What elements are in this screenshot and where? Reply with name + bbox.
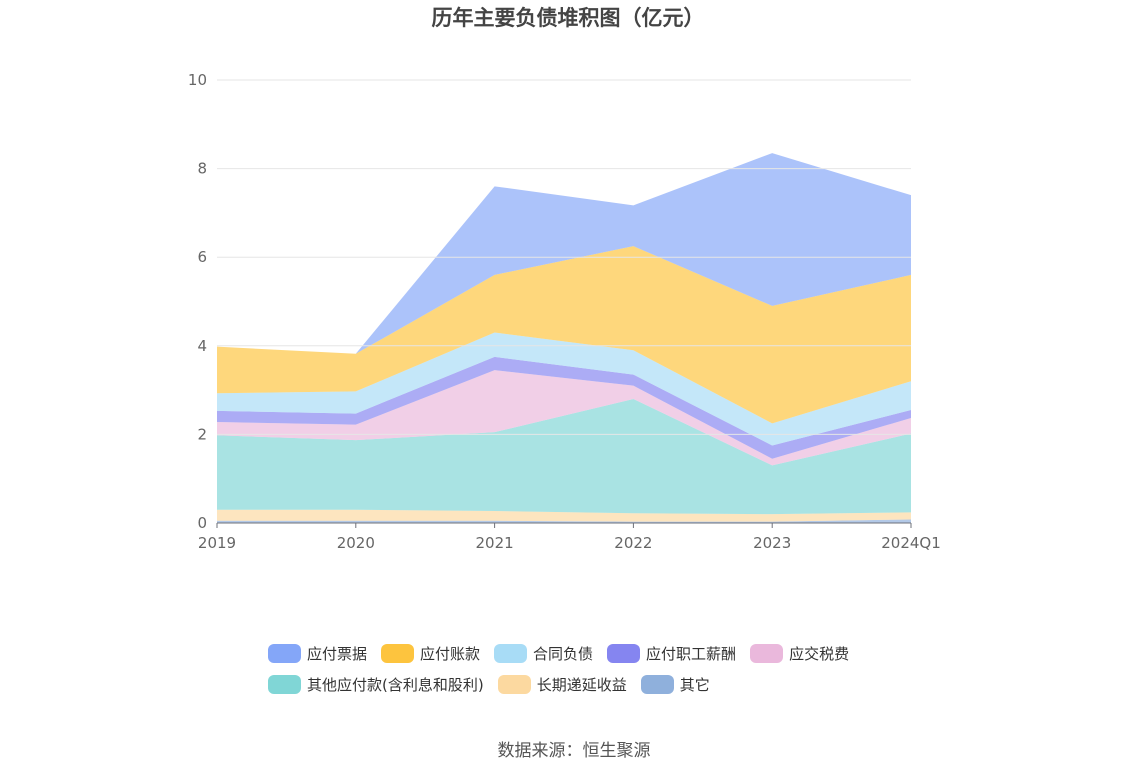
legend-item-contract-liabilities[interactable]: 合同负债	[494, 643, 593, 664]
legend-swatch	[268, 644, 301, 663]
area-合同负债	[217, 332, 911, 446]
legend-item-other-payables[interactable]: 其他应付款(含利息和股利)	[268, 674, 484, 695]
y-tick-label: 6	[197, 248, 207, 266]
legend-label: 其它	[679, 676, 710, 694]
area-长期递延收益	[217, 509, 911, 522]
legend-row-2: 其他应付款(含利息和股利) 长期递延收益 其它	[268, 669, 968, 700]
legend-swatch	[494, 644, 528, 663]
x-tick-label: 2021	[476, 534, 514, 552]
legend-swatch	[381, 644, 415, 663]
area-应交税费	[217, 370, 911, 466]
legend-item-others[interactable]: 其它	[640, 674, 710, 695]
y-tick-label: 2	[197, 425, 207, 443]
legend-item-accounts-payable[interactable]: 应付账款	[381, 643, 480, 664]
area-series-group	[217, 153, 911, 523]
y-tick-label: 10	[188, 71, 207, 89]
area-应付职工薪酬	[217, 356, 911, 459]
chart-legend: 应付票据 应付账款 合同负债 应付职工薪酬 应交税费 其他应付款(含利息和股利)…	[268, 638, 968, 700]
area-应付账款	[217, 246, 911, 424]
legend-row-1: 应付票据 应付账款 合同负债 应付职工薪酬 应交税费	[268, 638, 968, 669]
legend-label: 应交税费	[789, 645, 850, 663]
y-tick-label: 8	[197, 160, 207, 178]
legend-swatch	[750, 644, 784, 663]
legend-label: 应付职工薪酬	[646, 645, 737, 663]
legend-swatch	[607, 644, 641, 663]
stacked-area-chart: 0 2 4 6 8 10 2019 2020 2021 2022 2023 2024Q1	[188, 71, 941, 552]
legend-label: 应付账款	[420, 645, 481, 663]
x-tick-label: 2024Q1	[881, 534, 941, 552]
y-tick-label: 0	[197, 514, 207, 532]
legend-swatch	[497, 675, 531, 694]
legend-swatch	[268, 675, 301, 694]
area-其它	[217, 519, 911, 523]
area-应付票据	[217, 153, 911, 354]
x-tick-label: 2020	[337, 534, 375, 552]
x-tick-label: 2019	[198, 534, 236, 552]
area-其他应付款(含利息和股利)	[217, 398, 911, 515]
legend-label: 应付票据	[307, 645, 368, 663]
legend-item-notes-payable[interactable]: 应付票据	[268, 643, 367, 664]
legend-label: 长期递延收益	[536, 676, 627, 694]
chart-title: 历年主要负债堆积图（亿元）	[431, 6, 705, 30]
x-tick-label: 2023	[753, 534, 791, 552]
x-tick-label: 2022	[614, 534, 652, 552]
y-tick-label: 4	[197, 337, 207, 355]
legend-item-taxes-payable[interactable]: 应交税费	[750, 643, 849, 664]
legend-item-deferred-income[interactable]: 长期递延收益	[497, 674, 627, 695]
legend-label: 合同负债	[533, 645, 594, 663]
legend-swatch	[640, 675, 674, 694]
legend-label: 其他应付款(含利息和股利)	[307, 676, 484, 694]
data-source: 数据来源：恒生聚源	[497, 741, 651, 761]
legend-item-payroll-payable[interactable]: 应付职工薪酬	[607, 643, 736, 664]
